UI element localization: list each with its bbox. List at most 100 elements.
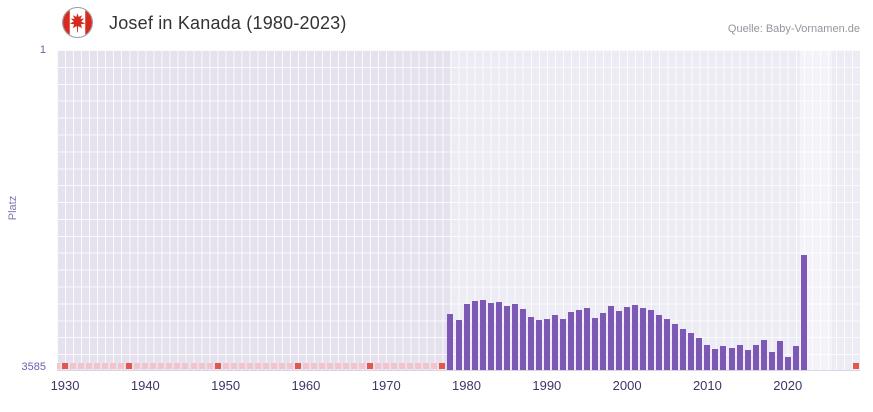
x-tick-label-1990: 1990 [532, 378, 562, 393]
bar-2008[interactable] [688, 332, 695, 370]
y-axis-label: Platz [7, 195, 19, 221]
no-data-marker [150, 363, 157, 369]
no-data-marker [278, 363, 285, 369]
no-data-marker [375, 363, 382, 369]
bar-2011[interactable] [712, 349, 719, 370]
bar-2005[interactable] [664, 318, 671, 370]
x-tick-label-2000: 2000 [612, 378, 642, 393]
bar-1979[interactable] [455, 319, 462, 370]
no-data-marker [343, 363, 350, 369]
bar-2021[interactable] [792, 346, 799, 370]
x-tick-label-1980: 1980 [452, 378, 481, 393]
bar-1991[interactable] [551, 315, 558, 370]
x-axis: 1930 1940 1950 1960 1970 1980 1990 2000 2010 2020 [51, 378, 860, 400]
no-data-marker [102, 363, 109, 369]
bar-1988[interactable] [527, 316, 534, 370]
bar-2006[interactable] [672, 323, 679, 370]
no-data-marker [166, 363, 173, 369]
no-data-marker [110, 363, 117, 369]
no-data-marker [327, 363, 334, 369]
no-data-marker [222, 363, 229, 369]
bar-2000[interactable] [624, 306, 631, 370]
chart-title: Josef in Kanada (1980-2023) [109, 13, 347, 33]
bar-2001[interactable] [632, 305, 639, 370]
no-data-marker [158, 363, 165, 369]
bar-1995[interactable] [583, 307, 590, 370]
x-tick-label-1970: 1970 [371, 378, 401, 393]
no-data-marker [198, 363, 205, 369]
bar-1987[interactable] [519, 308, 526, 370]
no-data-marker [238, 363, 245, 369]
bar-2013[interactable] [728, 348, 735, 370]
bar-1989[interactable] [535, 320, 542, 370]
x-tick-label-1960: 1960 [291, 378, 321, 393]
bar-2016[interactable] [752, 344, 759, 370]
no-data-marker [302, 363, 309, 369]
no-data-marker [399, 363, 406, 369]
no-data-marker [214, 363, 221, 369]
bar-1983[interactable] [487, 303, 494, 370]
bar-1998[interactable] [608, 306, 615, 370]
bar-2010[interactable] [704, 345, 711, 370]
no-data-marker [62, 363, 69, 369]
no-data-marker [367, 363, 374, 369]
no-data-marker [335, 363, 342, 369]
bar-1978[interactable] [447, 314, 454, 370]
no-data-marker [182, 363, 189, 369]
no-data-marker [270, 363, 277, 369]
y-tick-top: 1 [39, 44, 46, 56]
no-data-marker [206, 363, 213, 369]
bar-1981[interactable] [471, 300, 478, 370]
gridlines [57, 50, 860, 370]
plot-area [57, 50, 860, 371]
bar-1990[interactable] [543, 318, 550, 370]
no-data-marker [174, 363, 181, 369]
bar-1996[interactable] [592, 317, 598, 370]
bar-1992[interactable] [559, 318, 566, 370]
bar-2015[interactable] [744, 349, 751, 370]
no-data-marker [415, 363, 422, 369]
no-data-marker [318, 363, 325, 369]
bar-1980[interactable] [463, 304, 470, 370]
no-data-marker [431, 363, 438, 369]
no-data-marker [359, 363, 366, 369]
no-data-marker [383, 363, 390, 369]
no-data-marker [310, 363, 317, 369]
bar-2002[interactable] [640, 307, 647, 370]
no-data-marker [142, 363, 149, 369]
bar-2018[interactable] [768, 351, 775, 370]
bar-1986[interactable] [511, 304, 518, 370]
bar-2020[interactable] [784, 357, 791, 370]
no-data-marker [439, 363, 446, 369]
x-tick-label-2010: 2010 [692, 378, 722, 393]
bar-2022[interactable] [800, 255, 807, 370]
bar-1982[interactable] [479, 299, 486, 370]
bar-2003[interactable] [648, 309, 655, 370]
bar-1985[interactable] [503, 306, 510, 370]
bar-1997[interactable] [600, 313, 607, 370]
no-data-marker [294, 363, 301, 369]
no-data-marker [262, 363, 269, 369]
no-data-marker [423, 363, 430, 369]
canada-flag-icon [62, 7, 93, 38]
bar-2009[interactable] [696, 338, 703, 370]
no-data-marker [94, 363, 101, 369]
no-data-marker [230, 363, 237, 369]
no-data-marker [391, 363, 398, 369]
bar-2012[interactable] [720, 346, 727, 370]
bar-1999[interactable] [616, 310, 623, 370]
bar-1984[interactable] [495, 302, 502, 370]
bar-2004[interactable] [656, 315, 663, 370]
no-data-marker [286, 363, 293, 369]
bar-2007[interactable] [680, 329, 687, 370]
bar-2019[interactable] [776, 340, 783, 370]
bar-2014[interactable] [736, 345, 743, 370]
y-tick-bottom: 3585 [21, 361, 46, 373]
bar-1994[interactable] [575, 309, 582, 370]
no-data-marker [134, 363, 141, 369]
x-tick-label-1940: 1940 [130, 378, 160, 393]
no-data-marker [351, 363, 358, 369]
bar-1993[interactable] [567, 312, 574, 370]
bar-2017[interactable] [760, 340, 767, 370]
